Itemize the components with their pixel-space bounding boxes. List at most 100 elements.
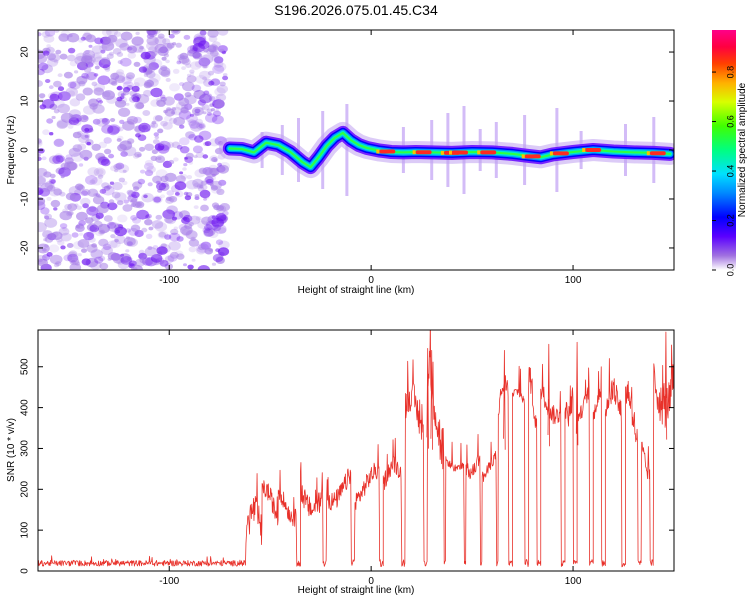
doppler-hot-spot-edge [477,150,481,155]
noise-speckle [215,239,224,245]
noise-speckle [48,53,61,62]
noise-speckle [183,163,188,167]
noise-speckle [222,75,229,81]
noise-speckle [130,224,141,232]
noise-speckle [154,135,160,140]
noise-speckle [81,258,91,266]
noise-speckle [217,164,230,174]
noise-speckle [182,167,187,171]
noise-speckle [80,36,86,41]
noise-speckle [108,78,117,85]
noise-speckle [154,36,167,46]
noise-speckle [147,246,153,250]
noise-speckle [77,37,84,43]
noise-speckle [59,169,66,174]
doppler-hot-spot-edge [412,150,416,155]
noise-speckle [148,226,154,231]
noise-speckle [38,54,48,64]
noise-speckle [96,169,104,175]
colorbar-label: Normalized spectral amplitude [737,82,748,217]
noise-speckle [46,53,57,61]
noise-speckle [91,143,101,151]
noise-speckle [199,70,211,80]
spectrogram-ytick-label: 0 [20,147,31,153]
noise-speckle [97,194,102,198]
noise-speckle [77,253,82,257]
noise-speckle [63,71,73,79]
snr-plot-area [38,330,674,571]
noise-speckle [98,255,106,262]
noise-speckle [217,247,230,256]
noise-speckle [81,124,93,134]
noise-speckle [107,125,120,136]
noise-speckle [96,118,108,127]
noise-speckle [79,60,91,70]
noise-speckle [168,196,178,203]
noise-speckle [201,216,213,226]
noise-speckle [38,148,45,154]
noise-speckle [199,47,206,54]
noise-speckle [126,189,134,195]
noise-speckle [100,158,111,167]
noise-speckle [148,73,161,83]
noise-speckle [138,252,148,260]
noise-speckle [138,66,147,73]
noise-speckle [44,181,55,189]
noise-speckle [48,155,61,165]
noise-speckle [192,106,204,116]
noise-speckle [48,85,54,90]
noise-speckle [190,61,202,70]
noise-speckle [194,135,204,143]
noise-speckle [136,94,150,104]
noise-speckle [38,69,45,76]
noise-speckle [60,245,66,250]
noise-speckle [181,66,187,70]
noise-speckle [163,109,169,114]
noise-speckle [210,108,215,112]
noise-speckle [164,234,172,240]
noise-speckle [97,174,104,179]
noise-speckle [218,227,227,234]
noise-speckle [38,156,42,161]
spectrogram-xtick-label: 0 [368,275,374,286]
noise-speckle [219,48,225,53]
noise-speckle [91,81,98,87]
noise-speckle [79,232,83,236]
colorbar-tick-label: 0.8 [725,66,735,79]
noise-speckle [176,144,183,150]
noise-speckle [216,93,227,102]
noise-speckle [53,138,65,147]
noise-speckle [138,249,145,255]
noise-speckle [106,53,114,59]
noise-speckle [101,118,111,125]
noise-speckle [99,188,107,194]
noise-speckle [211,52,220,59]
noise-speckle [154,143,165,151]
noise-speckle [86,206,99,216]
noise-speckle [140,51,151,60]
noise-speckle [144,143,154,151]
noise-speckle [188,215,201,225]
noise-speckle [120,31,133,41]
noise-speckle [139,146,146,152]
noise-speckle [143,89,152,97]
noise-speckle [108,153,115,159]
noise-speckle [85,217,94,224]
noise-speckle [176,60,182,65]
noise-speckle [84,55,96,65]
noise-speckle [114,75,126,84]
noise-speckle [38,258,49,267]
noise-speckle [38,187,44,196]
noise-speckle [188,246,197,253]
noise-speckle [217,162,223,167]
noise-speckle [152,245,159,250]
noise-speckle [207,93,212,98]
noise-speckle [41,31,51,38]
noise-speckle [38,176,46,187]
noise-speckle [116,96,123,102]
noise-speckle [222,73,228,77]
noise-speckle [208,248,214,252]
noise-speckle [215,108,220,112]
noise-speckle [198,57,211,67]
